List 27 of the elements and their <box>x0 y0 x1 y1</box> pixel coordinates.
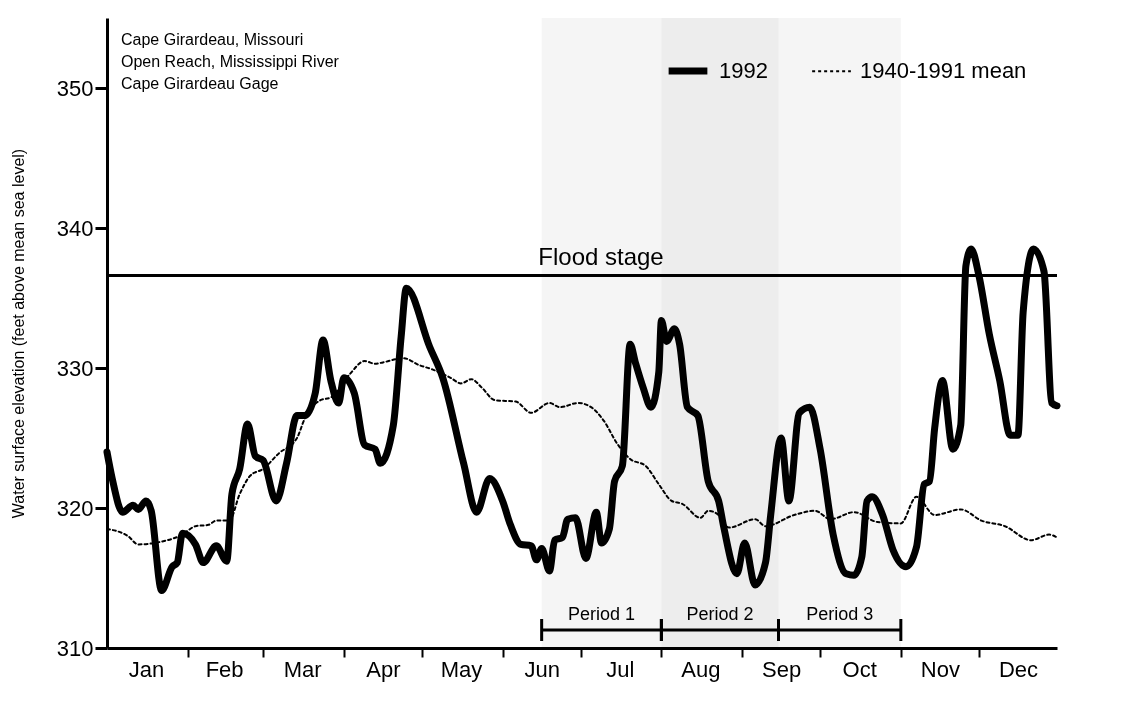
x-tick-label: Nov <box>920 656 960 682</box>
band-label: Period 2 <box>686 604 754 624</box>
ref-line-label: Flood stage <box>538 242 664 270</box>
y-axis-title: Water surface elevation (feet above mean sea level) <box>9 148 27 519</box>
legend-label: 1992 <box>719 58 768 83</box>
band-label: Period 3 <box>806 604 874 624</box>
y-tick-label: 310 <box>56 635 94 661</box>
y-tick-label: 320 <box>56 495 94 521</box>
y-tick-label: 330 <box>56 355 94 381</box>
annotation: Cape Girardeau, Missouri <box>121 31 304 48</box>
x-tick-label: Aug <box>681 656 721 682</box>
x-tick-label: Sep <box>762 656 802 682</box>
x-tick-label: Mar <box>283 656 322 682</box>
x-tick-label: Oct <box>842 656 877 682</box>
y-tick-label: 350 <box>56 75 94 101</box>
x-tick-label: Jan <box>128 656 165 682</box>
y-tick-label: 340 <box>56 215 94 241</box>
x-tick-label: Apr <box>366 656 401 682</box>
x-tick-label: May <box>440 656 483 682</box>
annotation: Open Reach, Mississippi River <box>121 53 340 70</box>
band-label: Period 1 <box>568 604 636 624</box>
annotation: Cape Girardeau Gage <box>121 75 279 92</box>
legend-label: 1940-1991 mean <box>860 58 1027 84</box>
x-tick-label: Feb <box>205 656 244 682</box>
x-tick-label: Jun <box>524 656 560 682</box>
x-tick-label: Dec <box>998 656 1039 682</box>
x-tick-label: Jul <box>606 656 635 682</box>
